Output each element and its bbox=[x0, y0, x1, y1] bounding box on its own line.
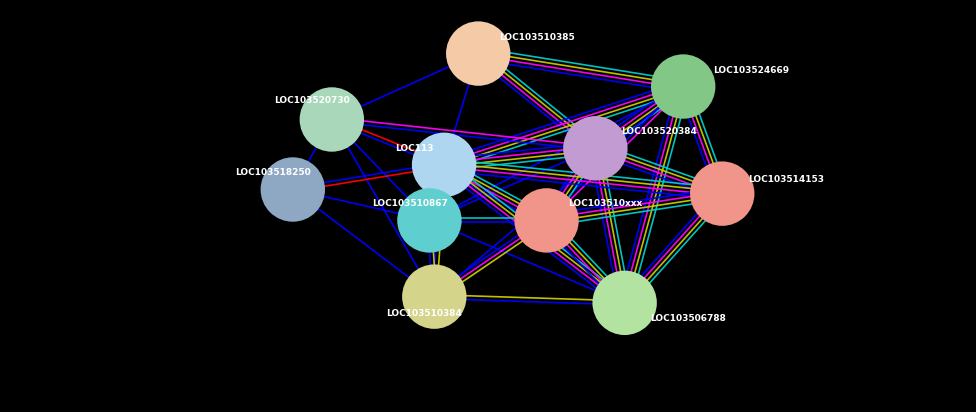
Ellipse shape bbox=[261, 157, 325, 222]
Ellipse shape bbox=[412, 133, 476, 197]
Ellipse shape bbox=[300, 87, 364, 152]
Text: LOC103520730: LOC103520730 bbox=[274, 96, 350, 105]
Text: LOC103510385: LOC103510385 bbox=[499, 33, 575, 42]
Text: LOC103506788: LOC103506788 bbox=[650, 314, 726, 323]
Text: LOC103520384: LOC103520384 bbox=[621, 127, 697, 136]
Ellipse shape bbox=[514, 188, 579, 253]
Text: LOC103510xxx: LOC103510xxx bbox=[568, 199, 642, 208]
Text: LOC103510867: LOC103510867 bbox=[372, 199, 448, 208]
Ellipse shape bbox=[446, 21, 510, 86]
Ellipse shape bbox=[592, 271, 657, 335]
Text: LOC103510384: LOC103510384 bbox=[386, 309, 463, 318]
Ellipse shape bbox=[651, 54, 715, 119]
Text: LOC103514153: LOC103514153 bbox=[748, 175, 824, 184]
Text: LOC103518250: LOC103518250 bbox=[235, 168, 311, 177]
Text: LOC113: LOC113 bbox=[395, 144, 434, 153]
Ellipse shape bbox=[690, 162, 754, 226]
Ellipse shape bbox=[397, 188, 462, 253]
Ellipse shape bbox=[563, 116, 628, 180]
Ellipse shape bbox=[402, 265, 467, 329]
Text: LOC103524669: LOC103524669 bbox=[713, 66, 790, 75]
